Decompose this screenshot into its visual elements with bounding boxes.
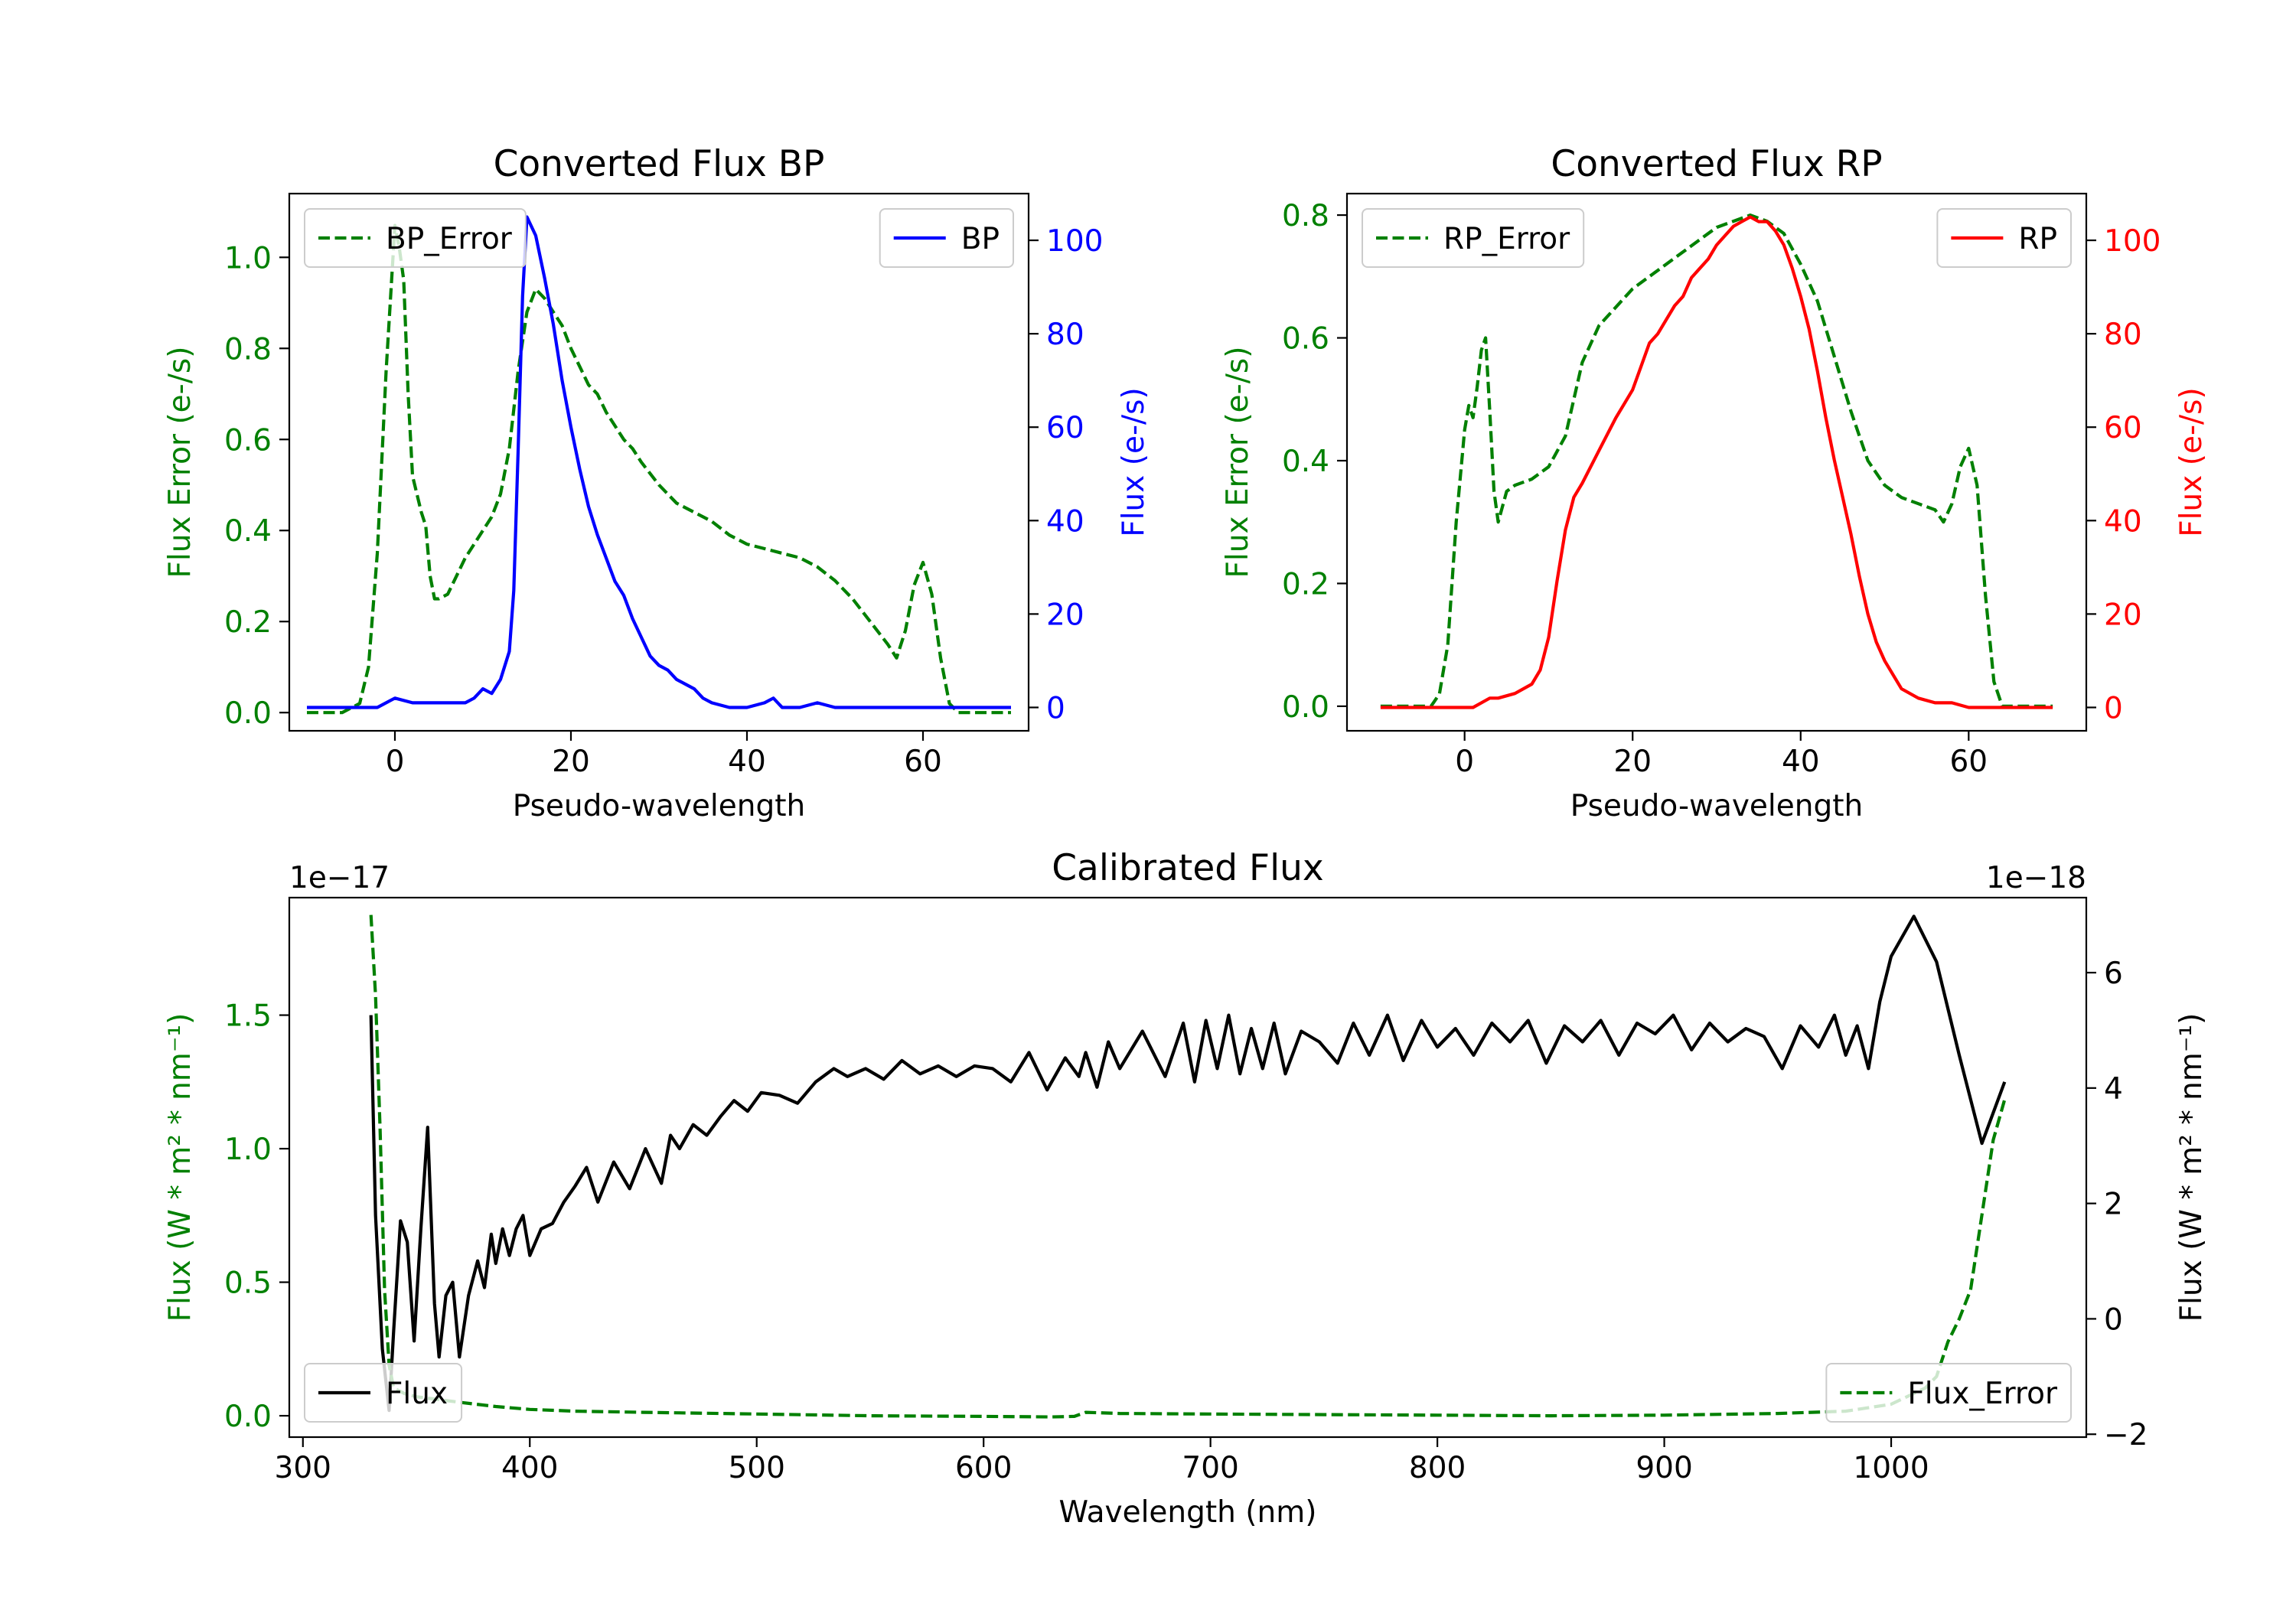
cal-y-right-tick-label: 0 bbox=[2104, 1302, 2123, 1337]
bp-axes-frame bbox=[288, 192, 1030, 732]
bp-legend-flux: BP bbox=[879, 208, 1014, 268]
bp-x-axis-label: Pseudo-wavelength bbox=[513, 789, 805, 823]
bp-y-left-tick-label: 0.2 bbox=[224, 605, 272, 640]
bp-y-left-tick-label: 0.6 bbox=[224, 423, 272, 458]
rp-x-tick-label: 20 bbox=[1613, 745, 1652, 779]
panel-calibrated-flux: 300 400 500 600 700 800 900 1000 0.0 0.5 1.0 1.5 −2 0… bbox=[163, 847, 2209, 1530]
rp-y-left-tick-label: 0.2 bbox=[1282, 567, 1329, 601]
cal-y-left-tick-label: 0.0 bbox=[224, 1400, 272, 1434]
cal-legend-flux-error: Flux_Error bbox=[1825, 1363, 2072, 1423]
rp-x-tick-label: 40 bbox=[1782, 745, 1820, 779]
cal-legend-box bbox=[1825, 1363, 2072, 1423]
cal-y-left-offset-label: 1e−17 bbox=[289, 861, 390, 895]
cal-x-tick-label: 800 bbox=[1409, 1451, 1466, 1485]
rp-y-left-tick-label: 0.6 bbox=[1282, 322, 1329, 357]
rp-series-rp-line bbox=[1380, 215, 2053, 709]
rp-y-right-tick-label: 80 bbox=[2104, 318, 2142, 352]
rp-y-left-tick-label: 0.4 bbox=[1282, 445, 1329, 479]
cal-y-left-axis-label: Flux (W * m² * nm⁻¹) bbox=[163, 1013, 197, 1322]
bp-y-left-tick-label: 0.8 bbox=[224, 332, 272, 367]
rp-y-right-axis-label: Flux (e-/s) bbox=[2174, 387, 2209, 536]
cal-y-right-tick-label: 4 bbox=[2104, 1072, 2123, 1107]
bp-y-left-tick-label: 0.4 bbox=[224, 514, 272, 549]
rp-series-lines bbox=[1380, 214, 2053, 709]
cal-y-right-tick-label: 2 bbox=[2104, 1188, 2123, 1222]
cal-x-tick-label: 900 bbox=[1636, 1451, 1692, 1485]
bp-y-right-tick-label: 60 bbox=[1046, 411, 1084, 445]
rp-legend-flux: RP bbox=[1936, 208, 2072, 268]
cal-y-left-tick-label: 0.5 bbox=[224, 1266, 272, 1301]
rp-series-rp-error-line bbox=[1380, 214, 2053, 708]
bp-y-right-tick-label: 40 bbox=[1046, 504, 1084, 539]
cal-x-tick-label: 600 bbox=[955, 1451, 1012, 1485]
bp-legend-label: BP bbox=[961, 222, 1000, 256]
cal-x-axis-label: Wavelength (nm) bbox=[1059, 1495, 1317, 1530]
bp-legend-error: BP_Error bbox=[304, 208, 527, 268]
bp-series-bp-line bbox=[307, 215, 1011, 709]
rp-y-left-axis-label: Flux Error (e-/s) bbox=[1221, 347, 1255, 579]
rp-legend-label: RP_Error bbox=[1443, 222, 1570, 256]
cal-x-tick-label: 1000 bbox=[1853, 1451, 1929, 1485]
bp-y-left-tick-label: 1.0 bbox=[224, 241, 272, 275]
rp-legend-box bbox=[1936, 208, 2072, 268]
cal-legend-flux: Flux bbox=[304, 1363, 463, 1423]
panel-converted-flux-bp: 0 20 40 60 0.0 0.2 0.4 0.6 0.8 1.0 0 20 40 60 80 100 Con… bbox=[163, 143, 1151, 823]
bp-y-left-tick-label: 0.0 bbox=[224, 696, 272, 731]
bp-legend-box bbox=[879, 208, 1014, 268]
bp-y-right-tick-label: 20 bbox=[1046, 598, 1084, 632]
bp-legend-box bbox=[304, 208, 527, 268]
cal-legend-label: Flux_Error bbox=[1907, 1377, 2058, 1411]
cal-y-left-tick-label: 1.0 bbox=[224, 1133, 272, 1167]
cal-x-tick-label: 700 bbox=[1182, 1451, 1238, 1485]
rp-y-right-tick-label: 0 bbox=[2104, 691, 2123, 725]
rp-x-axis-label: Pseudo-wavelength bbox=[1570, 789, 1863, 823]
rp-y-right-tick-label: 20 bbox=[2104, 598, 2142, 632]
bp-legend-label: BP_Error bbox=[386, 222, 513, 256]
rp-legend-box bbox=[1362, 208, 1585, 268]
cal-y-left-tick-label: 1.5 bbox=[224, 999, 272, 1034]
bp-chart-title: Converted Flux BP bbox=[494, 143, 825, 185]
rp-y-left-tick-label: 0.8 bbox=[1282, 199, 1329, 233]
rp-x-tick-label: 0 bbox=[1455, 745, 1474, 779]
cal-legend-box bbox=[304, 1363, 463, 1423]
bp-x-tick-label: 0 bbox=[386, 745, 405, 779]
bp-y-right-tick-label: 80 bbox=[1046, 318, 1084, 352]
bp-x-tick-label: 40 bbox=[728, 745, 766, 779]
panel-converted-flux-rp: 0 20 40 60 0.0 0.2 0.4 0.6 0.8 0 20 40 60 80 100 Conver… bbox=[1221, 143, 2209, 823]
rp-y-right-tick-label: 40 bbox=[2104, 504, 2142, 539]
rp-axes-frame bbox=[1345, 192, 2088, 732]
cal-series-flux-line bbox=[369, 914, 2007, 1413]
cal-axes-frame bbox=[288, 896, 2088, 1439]
cal-y-right-offset-label: 1e−18 bbox=[1986, 861, 2086, 895]
rp-y-right-tick-label: 60 bbox=[2104, 411, 2142, 445]
bp-y-right-tick-label: 0 bbox=[1046, 691, 1065, 725]
cal-x-tick-label: 400 bbox=[501, 1451, 558, 1485]
rp-legend-label: RP bbox=[2018, 222, 2057, 256]
cal-y-right-tick-label: 6 bbox=[2104, 957, 2123, 991]
rp-chart-title: Converted Flux RP bbox=[1551, 143, 1882, 185]
bp-x-tick-label: 20 bbox=[552, 745, 590, 779]
cal-x-tick-label: 500 bbox=[728, 1451, 784, 1485]
rp-legend-error: RP_Error bbox=[1362, 208, 1585, 268]
cal-y-right-axis-label: Flux (W * m² * nm⁻¹) bbox=[2174, 1013, 2209, 1322]
bp-y-right-axis-label: Flux (e-/s) bbox=[1117, 387, 1151, 536]
bp-y-left-axis-label: Flux Error (e-/s) bbox=[163, 347, 197, 579]
cal-chart-title: Calibrated Flux bbox=[1052, 847, 1324, 889]
cal-x-tick-label: 300 bbox=[275, 1451, 331, 1485]
rp-y-left-tick-label: 0.0 bbox=[1282, 690, 1329, 725]
rp-y-right-tick-label: 100 bbox=[2104, 224, 2161, 259]
bp-x-tick-label: 60 bbox=[904, 745, 942, 779]
bp-series-lines bbox=[307, 215, 1011, 715]
cal-y-right-tick-label: −2 bbox=[2104, 1418, 2148, 1452]
rp-x-tick-label: 60 bbox=[1949, 745, 1988, 779]
cal-legend-label: Flux bbox=[386, 1377, 448, 1411]
bp-y-right-tick-label: 100 bbox=[1046, 224, 1103, 259]
